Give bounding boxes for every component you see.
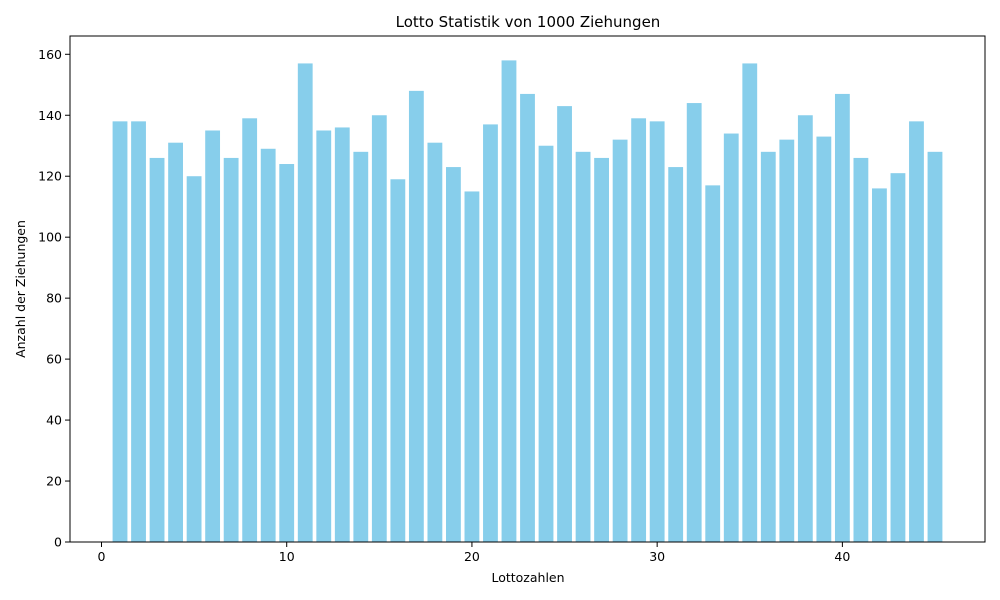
bar-21: [483, 124, 498, 543]
bar-20: [464, 191, 480, 542]
bar-5: [186, 176, 202, 542]
bar-29: [631, 118, 647, 543]
bar-6: [205, 130, 221, 543]
bar-34: [723, 133, 739, 543]
bar-37: [779, 139, 795, 542]
bar-31: [668, 167, 684, 542]
bar-23: [520, 93, 535, 543]
x-axis-ticks: 0 10 20 30 40: [98, 542, 850, 564]
bar-25: [557, 106, 572, 543]
bar-19: [446, 167, 461, 542]
bar-18: [427, 142, 443, 542]
x-tick-label-20: 20: [464, 549, 480, 564]
bar-15: [371, 115, 387, 542]
y-tick-label-40: 40: [46, 413, 62, 428]
bar-30: [649, 121, 665, 542]
x-tick-label-10: 10: [279, 549, 295, 564]
bar-35: [742, 63, 758, 543]
bar-28: [612, 139, 628, 542]
x-axis-label: Lottozahlen: [491, 570, 564, 585]
y-tick-label-160: 160: [38, 47, 62, 62]
bar-1: [112, 121, 128, 542]
bar-43: [890, 173, 906, 543]
y-tick-label-100: 100: [38, 230, 62, 245]
bar-42: [872, 188, 887, 542]
bar-27: [594, 157, 609, 542]
y-axis-ticks: 0 20 40 60 80 100 120 140 160: [38, 47, 70, 550]
bar-41: [853, 157, 869, 542]
bar-11: [297, 63, 313, 543]
bar-40: [834, 93, 850, 543]
bar-33: [705, 185, 721, 543]
y-axis-label: Anzahl der Ziehungen: [13, 220, 28, 358]
bar-44: [909, 121, 924, 542]
bar-32: [686, 103, 702, 542]
x-tick-label-40: 40: [834, 549, 850, 564]
y-tick-label-0: 0: [54, 535, 62, 550]
bar-24: [538, 145, 554, 543]
bar-22: [501, 60, 517, 542]
bar-16: [390, 179, 406, 542]
bar-2: [131, 121, 146, 542]
y-tick-label-20: 20: [46, 474, 62, 489]
bar-10: [279, 164, 295, 542]
chart-title: Lotto Statistik von 1000 Ziehungen: [396, 13, 661, 31]
y-tick-label-60: 60: [46, 352, 62, 367]
bar-39: [816, 136, 832, 542]
bar-8: [242, 118, 258, 543]
y-tick-label-140: 140: [38, 108, 62, 123]
bar-12: [316, 130, 332, 543]
bar-26: [575, 151, 591, 542]
bar-14: [353, 151, 369, 542]
bar-9: [260, 148, 276, 542]
bar-45: [927, 151, 943, 542]
bar-4: [168, 142, 183, 542]
y-tick-label-80: 80: [46, 291, 62, 306]
bar-3: [149, 157, 165, 542]
bar-13: [334, 127, 350, 542]
x-tick-label-30: 30: [649, 549, 665, 564]
plot-frame: [69, 35, 986, 543]
x-tick-label-0: 0: [98, 549, 106, 564]
y-tick-label-120: 120: [38, 169, 62, 184]
bar-17: [408, 90, 424, 543]
bar-36: [760, 151, 776, 542]
bars-group: [112, 60, 943, 543]
bar-7: [223, 157, 239, 542]
bar-38: [797, 115, 813, 542]
